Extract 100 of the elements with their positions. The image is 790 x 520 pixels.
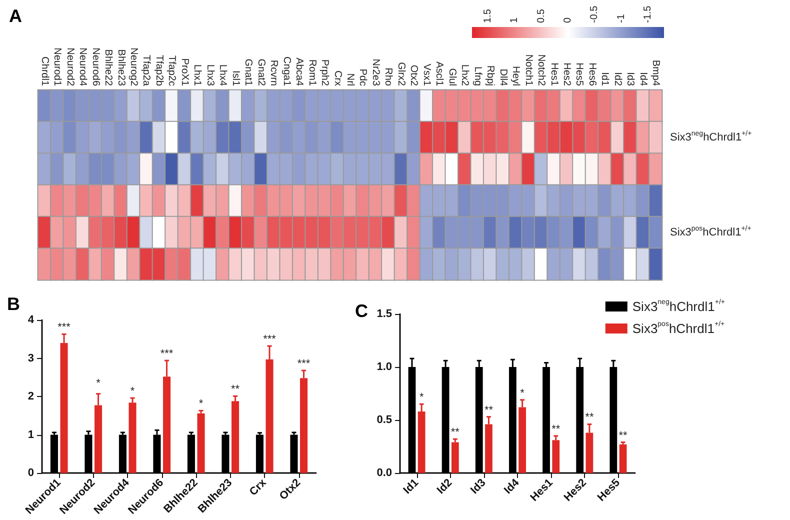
x-tick-label: Id2 bbox=[612, 72, 623, 86]
x-tick-label: Crx bbox=[332, 70, 343, 86]
bar bbox=[256, 434, 264, 473]
bar bbox=[290, 434, 298, 473]
color-bar-label: 1 bbox=[509, 17, 520, 23]
x-tick-label: Gnat1 bbox=[242, 58, 254, 86]
annotation: * bbox=[96, 377, 102, 390]
x-tick-label: Vsx1 bbox=[420, 64, 432, 86]
x-tick-label: Hes1 bbox=[548, 62, 560, 86]
chart-title: C bbox=[355, 301, 368, 321]
chart-title: B bbox=[7, 294, 20, 314]
x-tick-label: Neurod2 bbox=[64, 48, 76, 86]
bar bbox=[619, 444, 627, 473]
y-tick-label: 4 bbox=[28, 314, 35, 326]
x-tick-label: Tfap2c bbox=[166, 55, 178, 86]
x-tick-label: Glul bbox=[446, 68, 458, 86]
color-bar-label: 0.5 bbox=[536, 8, 547, 23]
bar bbox=[118, 434, 126, 473]
x-tick-label: Ascl1 bbox=[434, 62, 445, 86]
x-tick-label: Id2 bbox=[434, 476, 455, 496]
y-tick-label: 0 bbox=[28, 467, 34, 479]
y-tick-label: 1.0 bbox=[376, 361, 392, 373]
x-tick-label: Isl1 bbox=[230, 70, 241, 86]
x-tick-label: Id4 bbox=[637, 72, 648, 86]
bar bbox=[542, 367, 550, 473]
color-bar-label: -1.5 bbox=[642, 5, 654, 23]
x-tick-label: Hes5 bbox=[574, 62, 585, 86]
y-tick-label: 1.5 bbox=[376, 308, 392, 320]
color-bar-label: 1.5 bbox=[482, 8, 494, 23]
x-tick-label: Lhx4 bbox=[217, 64, 228, 86]
x-tick-label: Tfap2b bbox=[153, 54, 164, 86]
x-tick-label: Neurog2 bbox=[128, 48, 140, 86]
y-tick-label: 0.5 bbox=[376, 414, 392, 426]
color-bar-label: -0.5 bbox=[589, 5, 600, 23]
x-tick-label: Nrl bbox=[344, 73, 356, 86]
x-tick-label: Hes6 bbox=[586, 62, 598, 86]
x-tick-label: Rho bbox=[382, 68, 394, 86]
x-tick-label: Lfng bbox=[472, 66, 483, 86]
x-tick-label: Id1 bbox=[401, 476, 422, 496]
x-tick-label: Pdc bbox=[357, 68, 368, 86]
x-tick-label: Rbpj bbox=[484, 65, 496, 86]
y-tick-label: 2 bbox=[28, 390, 34, 402]
x-tick-label: Rom1 bbox=[306, 59, 318, 86]
x-tick-label: Cnga1 bbox=[280, 56, 292, 86]
x-tick-label: Glrx2 bbox=[395, 62, 406, 86]
x-tick-label: Rcvrn bbox=[268, 60, 280, 86]
x-tick-label: Gnat2 bbox=[255, 58, 266, 86]
annotation: *** bbox=[58, 322, 72, 334]
x-tick-label: ProX1 bbox=[178, 58, 190, 86]
x-tick-label: Tfap2a bbox=[140, 54, 152, 86]
y-tick-label: 0.0 bbox=[376, 467, 392, 479]
x-tick-label: Id4 bbox=[502, 476, 522, 496]
x-tick-label: Notch1 bbox=[522, 54, 534, 86]
x-tick-label: Heyl bbox=[510, 66, 522, 86]
annotation: * bbox=[130, 386, 136, 398]
bar bbox=[552, 440, 560, 473]
annotation: * bbox=[198, 398, 204, 410]
bar bbox=[128, 402, 136, 473]
x-tick-label: Otx2 bbox=[408, 64, 420, 86]
x-tick-label: Bmp4 bbox=[650, 60, 662, 86]
bar bbox=[451, 442, 459, 473]
x-tick-label: Id3 bbox=[468, 476, 488, 496]
x-tick-label: Nr2e3 bbox=[370, 58, 381, 86]
y-tick-label: 1 bbox=[28, 428, 34, 441]
annotation: ** bbox=[585, 412, 594, 424]
bar bbox=[187, 434, 195, 473]
x-tick-label: Bhlhe22 bbox=[102, 49, 114, 86]
bar bbox=[222, 434, 230, 473]
x-tick-label: Lhx1 bbox=[192, 64, 203, 86]
annotation: ** bbox=[618, 430, 628, 442]
annotation: *** bbox=[263, 334, 277, 346]
annotation: ** bbox=[450, 426, 460, 439]
bar bbox=[50, 434, 58, 473]
annotation: *** bbox=[160, 348, 174, 360]
x-tick-label: Id1 bbox=[599, 72, 610, 86]
x-tick-label: Crx bbox=[247, 476, 270, 498]
annotation: ** bbox=[552, 423, 561, 436]
bar bbox=[84, 434, 92, 473]
x-tick-label: Bhlhe23 bbox=[115, 49, 126, 86]
x-tick-label: Id3 bbox=[624, 72, 636, 86]
y-tick-label: 3 bbox=[28, 352, 34, 364]
x-tick-label: Hes2 bbox=[560, 62, 572, 86]
color-bar-label: 0 bbox=[562, 17, 574, 23]
x-tick-label: Lhx3 bbox=[204, 64, 216, 86]
annotation: *** bbox=[297, 358, 311, 370]
bar bbox=[232, 401, 240, 473]
bar bbox=[197, 413, 205, 473]
annotation: * bbox=[419, 392, 424, 404]
x-tick-label: Dll4 bbox=[497, 68, 508, 86]
x-tick-label: Chrdl1 bbox=[38, 56, 50, 86]
chart-title: A bbox=[9, 6, 22, 26]
x-tick-label: Prph2 bbox=[319, 59, 330, 86]
x-tick-label: Neurod1 bbox=[52, 48, 63, 86]
x-tick-label: Abca4 bbox=[294, 58, 305, 86]
annotation: * bbox=[520, 387, 526, 400]
color-bar-label: -1 bbox=[616, 14, 627, 23]
annotation: ** bbox=[230, 384, 240, 396]
x-tick-label: Notch2 bbox=[536, 54, 547, 86]
x-tick-label: Neurod6 bbox=[90, 48, 101, 86]
annotation: ** bbox=[484, 404, 494, 416]
